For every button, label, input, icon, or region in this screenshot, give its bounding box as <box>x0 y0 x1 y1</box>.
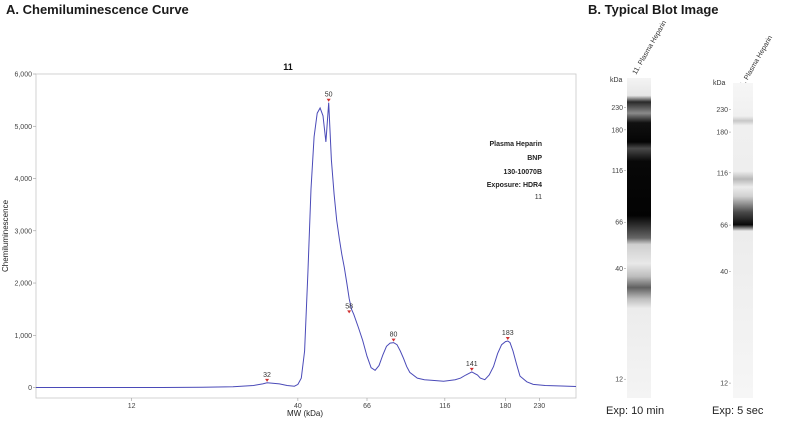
peak-marker <box>469 367 474 371</box>
blot-1-kda-label: kDa <box>610 77 623 84</box>
panel-a-title: A. Chemiluminescence Curve <box>6 2 189 17</box>
blot-marker-label: 180 <box>716 130 728 137</box>
peak-label: 50 <box>325 92 333 99</box>
x-tick-label: 230 <box>533 403 545 410</box>
blot-marker-label: 40 <box>720 269 728 276</box>
blot-2-lane-label: 11. Plasma Heparin <box>738 35 775 91</box>
blot-marker-label: 66 <box>615 220 623 227</box>
annotation-exposure: Exposure: HDR4 <box>487 182 542 189</box>
peak-label: 141 <box>466 361 478 368</box>
y-tick-label: 6,000 <box>14 72 32 79</box>
blot-marker-label: 180 <box>611 127 623 134</box>
y-tick-label: 1,000 <box>14 333 32 340</box>
blot-2-kda-label: kDa <box>713 80 726 87</box>
y-ticks: 0 1,000 2,000 3,000 4,000 5,000 6,000 <box>14 72 36 392</box>
blot-1-markers: 230 180 116 66 40 12 <box>611 105 626 384</box>
peak-label: 58 <box>345 303 353 310</box>
peak-label: 80 <box>390 332 398 339</box>
chemiluminescence-curve <box>36 102 577 388</box>
y-tick-label: 2,000 <box>14 281 32 288</box>
panel-b-title: B. Typical Blot Image <box>588 2 719 17</box>
annotation-block: Plasma Heparin BNP 130-10070B Exposure: … <box>487 141 543 201</box>
blot-marker-label: 116 <box>612 168 623 175</box>
chart-title: 11 <box>283 62 293 72</box>
peak-marker <box>505 337 510 341</box>
annotation-lane: 11 <box>535 194 542 201</box>
blot-1-exposure: Exp: 10 min <box>606 405 665 417</box>
blot-1-lane <box>627 78 651 398</box>
y-tick-label: 4,000 <box>14 176 32 183</box>
y-tick-label: 5,000 <box>14 124 32 131</box>
blot-marker-label: 230 <box>716 107 728 114</box>
x-tick-label: 66 <box>363 403 371 410</box>
y-axis-label: Chemiluminescence <box>1 199 10 272</box>
blot-10min: 11. Plasma Heparin kDa 230 180 116 66 40 12 <box>610 20 668 398</box>
blot-marker-label: 230 <box>611 105 623 112</box>
blot-1-lane-label: 11. Plasma Heparin <box>632 20 669 76</box>
peak-label: 183 <box>502 330 514 337</box>
blot-2-lane <box>733 83 753 398</box>
peak-marker <box>326 98 331 102</box>
x-ticks: 12 40 66 116 180 230 <box>128 398 545 410</box>
plot-frame <box>35 73 577 399</box>
x-tick-label: 180 <box>500 403 512 410</box>
peak-marker <box>265 378 270 382</box>
peak-marker <box>347 310 352 314</box>
annotation-analyte: BNP <box>527 155 542 162</box>
blot-marker-label: 12 <box>615 377 623 384</box>
blot-2-exposure: Exp: 5 sec <box>712 405 764 417</box>
blot-2-markers: 230 180 116 66 40 12 <box>716 107 731 388</box>
blot-5sec: 11. Plasma Heparin kDa 230 180 116 66 40 12 <box>713 35 774 398</box>
x-tick-label: 12 <box>128 403 136 410</box>
blot-marker-label: 66 <box>720 223 728 230</box>
annotation-sample: Plasma Heparin <box>489 141 542 148</box>
blot-marker-label: 12 <box>720 381 728 388</box>
y-tick-label: 0 <box>28 385 32 392</box>
annotation-catalog: 130-10070B <box>503 169 542 176</box>
x-tick-label: 40 <box>294 403 302 410</box>
blot-marker-label: 40 <box>615 266 623 273</box>
peak-label: 32 <box>263 372 271 379</box>
blot-marker-label: 116 <box>717 170 728 177</box>
peak-markers: 32 50 58 80 141 183 <box>263 92 514 382</box>
y-tick-label: 3,000 <box>14 228 32 235</box>
x-axis-label: MW (kDa) <box>287 409 323 418</box>
peak-marker <box>391 338 396 342</box>
x-tick-label: 116 <box>439 403 450 410</box>
